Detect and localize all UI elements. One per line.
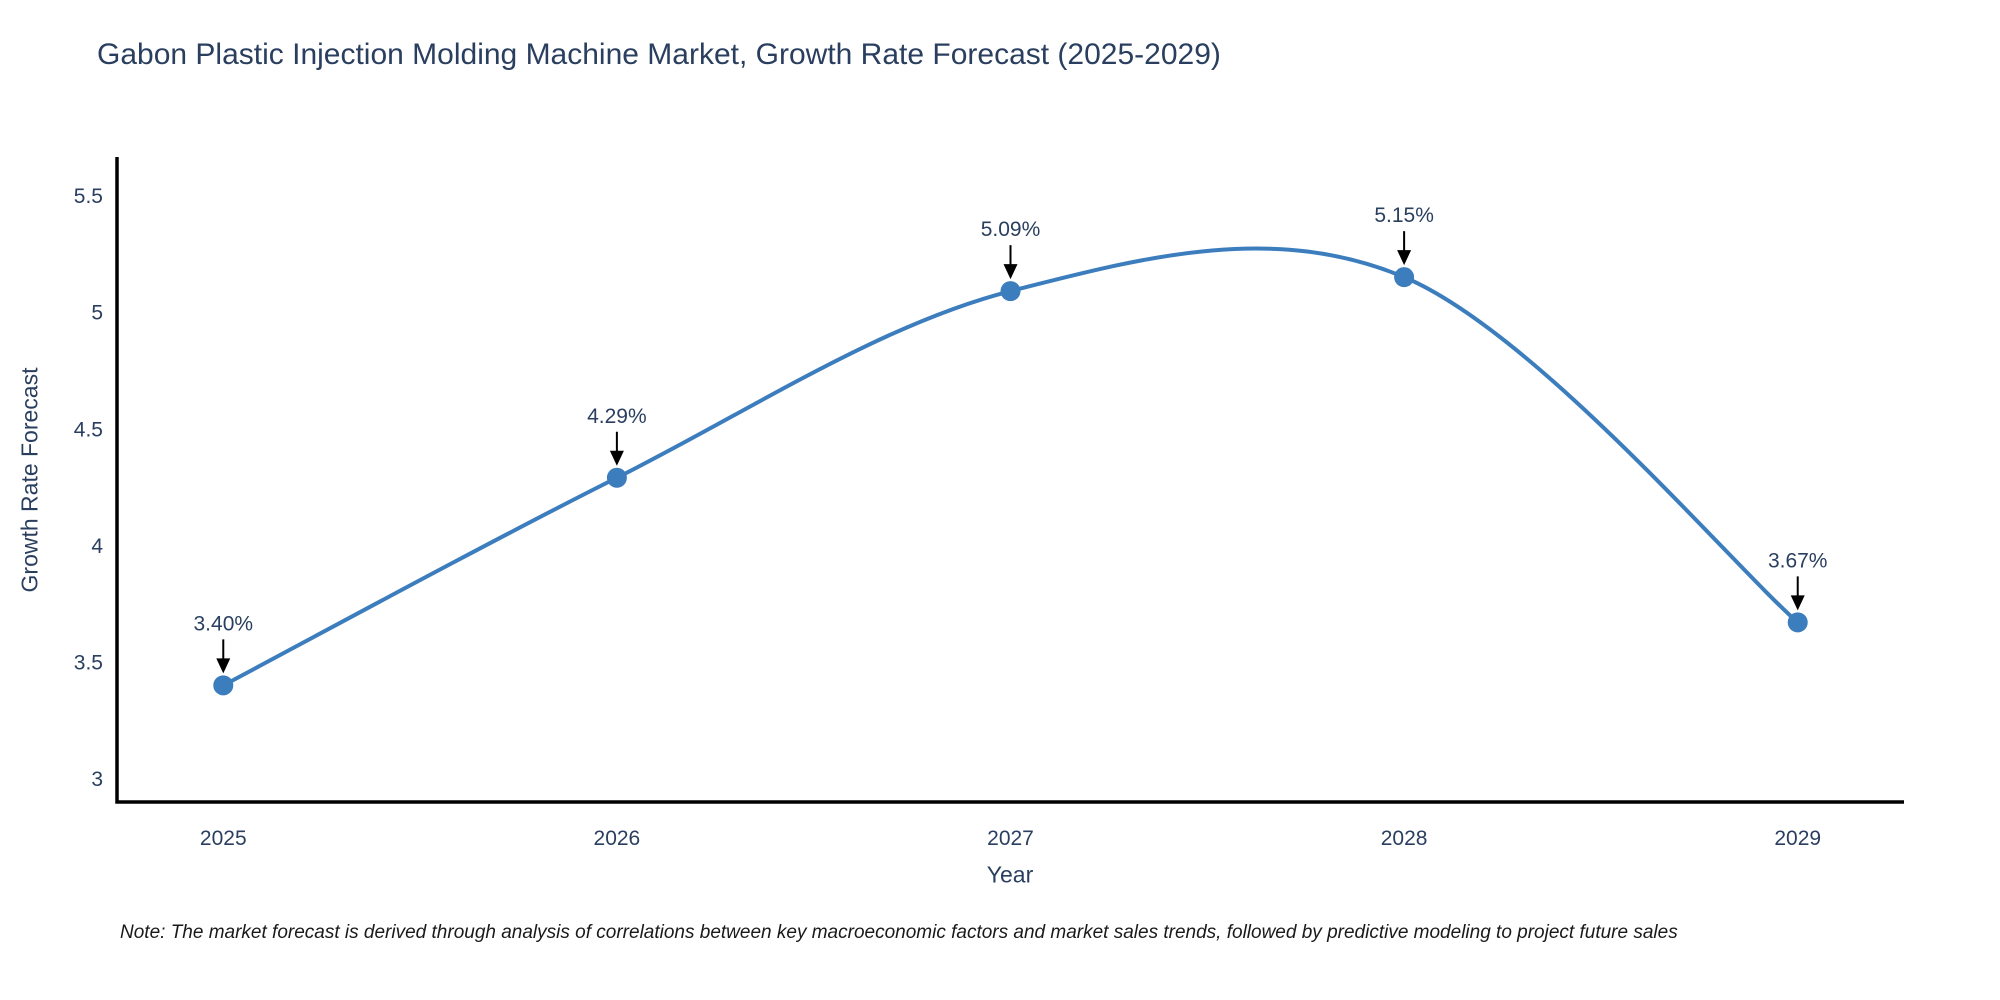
data-point-marker [1000, 281, 1021, 302]
y-axis-title: Growth Rate Forecast [16, 367, 43, 593]
x-tick-label: 2025 [200, 827, 247, 850]
y-tick-label: 5 [91, 302, 103, 325]
data-point-marker [213, 675, 234, 696]
chart-title: Gabon Plastic Injection Molding Machine … [97, 38, 1221, 71]
annotation-arrowhead [216, 658, 231, 674]
chart-canvas: 3 3.5 4 4.5 5 5.5 2025 2026 2027 2028 2029 3.40% 4.2… [74, 157, 1904, 850]
data-point-marker [606, 467, 627, 488]
x-axis-title: Year [986, 861, 1034, 888]
point-annotation-label: 5.15% [1374, 204, 1434, 227]
line-series [221, 246, 1800, 688]
y-tick-label: 3 [91, 768, 103, 791]
point-annotation-label: 3.40% [194, 612, 254, 635]
annotation-arrowhead [1790, 595, 1805, 611]
data-point-marker [1394, 267, 1415, 288]
chart-note: Note: The market forecast is derived thr… [120, 922, 1678, 943]
annotation-arrowhead [609, 450, 624, 466]
point-annotation-label: 3.67% [1768, 549, 1828, 572]
axis-spines [115, 157, 1904, 804]
annotation-arrowhead [1397, 250, 1412, 266]
y-tick-label: 4.5 [74, 418, 103, 441]
x-tick-label: 2027 [987, 827, 1034, 850]
x-tick-label: 2026 [594, 827, 641, 850]
point-annotation-label: 5.09% [981, 218, 1041, 241]
x-tick-label: 2029 [1774, 827, 1821, 850]
data-point-marker [1787, 612, 1808, 633]
annotation-arrowhead [1003, 264, 1018, 280]
y-tick-label: 3.5 [74, 652, 103, 675]
x-tick-label: 2028 [1381, 827, 1428, 850]
y-tick-label: 4 [91, 535, 103, 558]
y-tick-label: 5.5 [74, 185, 103, 208]
point-annotation-label: 4.29% [587, 405, 647, 428]
